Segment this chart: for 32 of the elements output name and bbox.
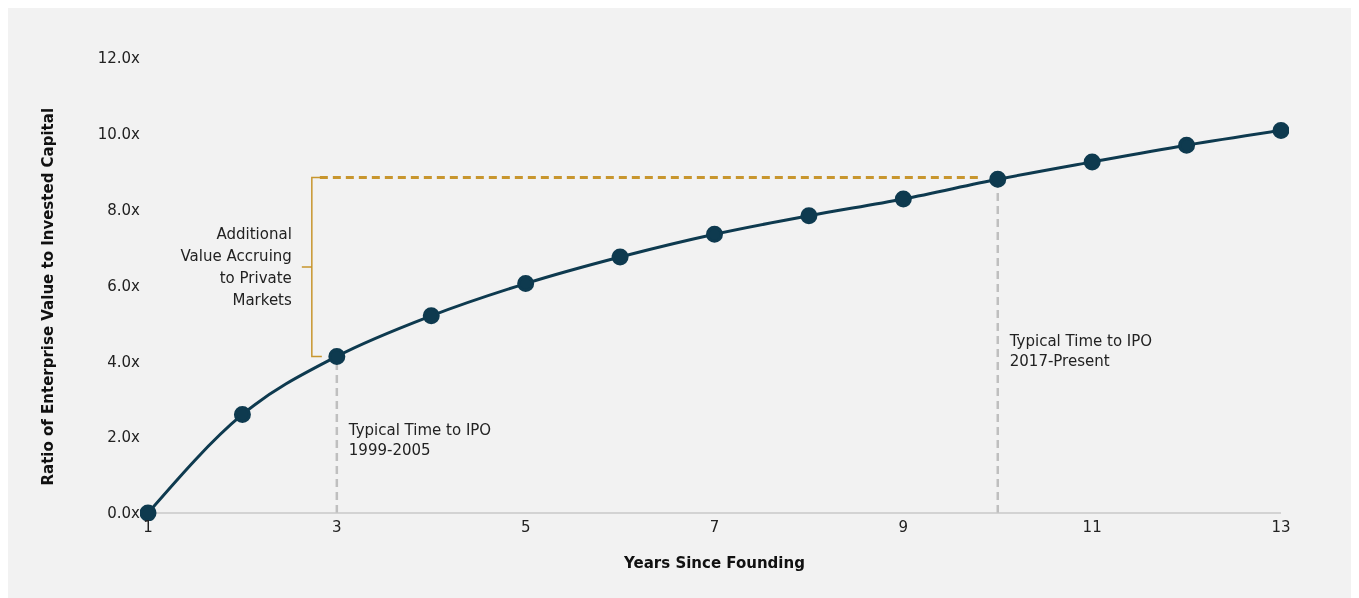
point <box>233 405 251 423</box>
y-tick-label: 10.0x <box>97 125 141 144</box>
x-axis-title: Years Since Founding <box>623 554 805 572</box>
y-tick-label: 8.0x <box>107 200 141 219</box>
point <box>1083 153 1101 171</box>
point <box>989 170 1007 188</box>
y-axis-title: Ratio of Enterprise Value to Invested Capital <box>39 107 58 486</box>
point <box>1178 136 1196 154</box>
x-tick-label: 13 <box>1271 517 1291 536</box>
ref-line-label: Typical Time to IPO 1999-2005 <box>347 420 492 459</box>
ref-line-label: Typical Time to IPO 2017-Present <box>1008 332 1153 371</box>
annotation: Additional Value Accruing to Private Markets <box>180 224 293 309</box>
y-tick-label: 2.0x <box>107 428 141 447</box>
x-tick-label: 1 <box>143 517 153 536</box>
y-tick-label: 6.0x <box>107 276 141 295</box>
point <box>422 307 440 325</box>
y-tick-label: 4.0x <box>107 352 141 371</box>
x-tick-label: 3 <box>332 517 342 536</box>
y-tick-label: 12.0x <box>97 49 141 68</box>
x-tick-label: 9 <box>898 517 909 536</box>
point <box>328 347 346 365</box>
point <box>706 225 723 243</box>
x-tick-label: 7 <box>709 517 720 536</box>
x-tick-label: 11 <box>1082 517 1102 536</box>
point <box>1272 121 1289 139</box>
x-tick-label: 5 <box>520 517 531 536</box>
point <box>800 207 818 225</box>
point <box>140 504 157 521</box>
point <box>517 275 535 293</box>
point <box>611 248 629 266</box>
point <box>894 190 912 208</box>
y-tick-label: 0.0x <box>107 504 141 523</box>
